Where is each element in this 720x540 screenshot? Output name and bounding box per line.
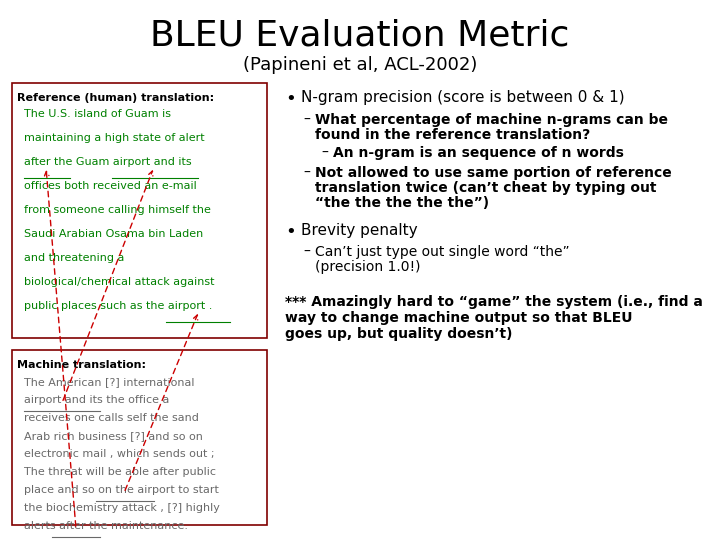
Text: The threat will be able after public: The threat will be able after public — [24, 467, 216, 477]
Text: •: • — [285, 223, 296, 241]
Text: receives one calls self the sand: receives one calls self the sand — [24, 413, 199, 423]
Text: Saudi Arabian Osama bin Laden: Saudi Arabian Osama bin Laden — [24, 229, 203, 239]
Text: and threatening a: and threatening a — [24, 253, 125, 263]
Text: offices both received an e-mail: offices both received an e-mail — [24, 181, 197, 191]
Text: Reference (human) translation:: Reference (human) translation: — [17, 93, 214, 103]
Text: airport and its the office a: airport and its the office a — [24, 395, 169, 405]
Text: Brevity penalty: Brevity penalty — [301, 223, 418, 238]
Text: –: – — [303, 245, 310, 259]
Text: Arab rich business [?] and so on: Arab rich business [?] and so on — [24, 431, 203, 441]
Text: BLEU Evaluation Metric: BLEU Evaluation Metric — [150, 18, 570, 52]
Text: “the the the the the”): “the the the the the”) — [315, 196, 489, 210]
Text: Can’t just type out single word “the”: Can’t just type out single word “the” — [315, 245, 570, 259]
Text: from someone calling himself the: from someone calling himself the — [24, 205, 211, 215]
Text: –: – — [321, 146, 328, 160]
Text: The American [?] international: The American [?] international — [24, 377, 194, 387]
Text: Machine translation:: Machine translation: — [17, 360, 146, 370]
Text: N-gram precision (score is between 0 & 1): N-gram precision (score is between 0 & 1… — [301, 90, 625, 105]
Text: translation twice (can’t cheat by typing out: translation twice (can’t cheat by typing… — [315, 181, 657, 195]
Text: biological/chemical attack against: biological/chemical attack against — [24, 277, 215, 287]
Text: Not allowed to use same portion of reference: Not allowed to use same portion of refer… — [315, 166, 672, 180]
Text: the biochemistry attack , [?] highly: the biochemistry attack , [?] highly — [24, 503, 220, 513]
Text: *** Amazingly hard to “game” the system (i.e., find a: *** Amazingly hard to “game” the system … — [285, 295, 703, 309]
Bar — [12, 350, 267, 525]
Text: after the Guam airport and its: after the Guam airport and its — [24, 157, 192, 167]
Text: public places such as the airport .: public places such as the airport . — [24, 301, 212, 311]
Text: (precision 1.0!): (precision 1.0!) — [315, 260, 420, 274]
Text: alerts after the maintenance.: alerts after the maintenance. — [24, 521, 188, 531]
Text: (Papineni et al, ACL-2002): (Papineni et al, ACL-2002) — [243, 56, 477, 74]
Text: goes up, but quality doesn’t): goes up, but quality doesn’t) — [285, 327, 513, 341]
Text: maintaining a high state of alert: maintaining a high state of alert — [24, 133, 204, 143]
Text: found in the reference translation?: found in the reference translation? — [315, 128, 590, 142]
Text: What percentage of machine n-grams can be: What percentage of machine n-grams can b… — [315, 113, 668, 127]
Bar — [12, 83, 267, 338]
Text: •: • — [285, 90, 296, 108]
Text: An n-gram is an sequence of n words: An n-gram is an sequence of n words — [333, 146, 624, 160]
Text: –: – — [303, 166, 310, 180]
Text: way to change machine output so that BLEU: way to change machine output so that BLE… — [285, 311, 632, 325]
Text: The U.S. island of Guam is: The U.S. island of Guam is — [24, 109, 171, 119]
Text: –: – — [303, 113, 310, 127]
Text: electronic mail , which sends out ;: electronic mail , which sends out ; — [24, 449, 215, 459]
Text: place and so on the airport to start: place and so on the airport to start — [24, 485, 219, 495]
